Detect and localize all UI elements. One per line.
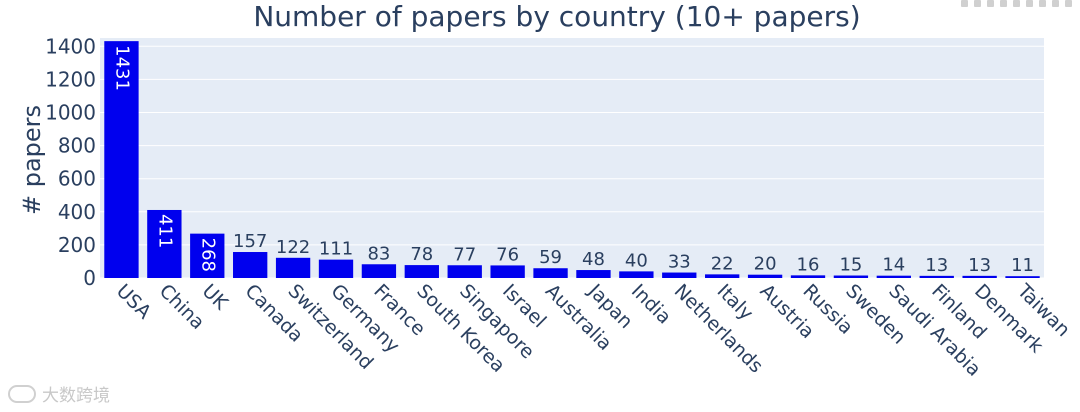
- data-label: 33: [668, 252, 691, 273]
- y-tick-label: 0: [83, 266, 96, 290]
- pan-icon[interactable]: [987, 0, 994, 7]
- data-label: 1431: [111, 45, 132, 91]
- y-tick-label: 800: [58, 134, 96, 158]
- bar: [318, 259, 354, 278]
- bar: [533, 268, 568, 278]
- x-tick-label: India: [627, 280, 676, 329]
- bar: [876, 275, 911, 278]
- plot-background: [100, 38, 1044, 278]
- y-tick-label: 400: [58, 200, 96, 224]
- chart-toolbar[interactable]: [961, 0, 1072, 10]
- zoom-out-icon[interactable]: [1039, 0, 1046, 7]
- bar: [104, 41, 139, 278]
- data-label: 40: [625, 250, 648, 271]
- x-tick-label: UK: [198, 280, 233, 315]
- data-label: 268: [197, 238, 218, 272]
- reset-axes-icon[interactable]: [1065, 0, 1072, 7]
- camera-icon[interactable]: [961, 0, 968, 7]
- bar: [919, 275, 954, 278]
- data-label: 111: [319, 239, 353, 260]
- data-label: 122: [276, 237, 310, 258]
- x-tick-label: China: [155, 280, 209, 334]
- autoscale-icon[interactable]: [1052, 0, 1059, 7]
- y-tick-label: 600: [58, 167, 96, 191]
- bar: [147, 209, 182, 278]
- y-tick-label: 1000: [45, 100, 96, 124]
- data-label: 78: [410, 244, 433, 265]
- data-label: 20: [754, 254, 777, 275]
- data-label: 83: [367, 243, 390, 264]
- bar: [1005, 276, 1040, 278]
- bar: [447, 265, 482, 278]
- bar: [233, 252, 268, 278]
- bar: [962, 275, 997, 278]
- data-label: 13: [968, 255, 991, 276]
- watermark: 大数跨境: [8, 381, 110, 406]
- data-label: 16: [797, 254, 820, 275]
- data-label: 13: [925, 255, 948, 276]
- bar: [747, 274, 783, 278]
- data-label: 11: [1011, 255, 1034, 276]
- data-label: 411: [154, 214, 175, 248]
- data-label: 15: [839, 255, 862, 276]
- bar: [361, 264, 397, 278]
- y-axis-label: # papers: [18, 105, 46, 215]
- y-tick-label: 200: [58, 233, 96, 257]
- data-label: 157: [233, 231, 267, 252]
- bar: [404, 265, 439, 278]
- logo-icon: [8, 384, 36, 403]
- bar: [619, 271, 654, 278]
- data-label: 14: [882, 255, 905, 276]
- data-label: 76: [496, 244, 519, 265]
- y-tick-label: 1400: [45, 34, 96, 58]
- bar: [833, 275, 869, 278]
- bar: [705, 274, 740, 278]
- bar: [490, 265, 525, 278]
- bar: [275, 257, 311, 278]
- data-label: 59: [539, 247, 562, 268]
- x-tick-label: USA: [112, 280, 155, 323]
- watermark-text: 大数跨境: [42, 386, 110, 406]
- bar: [576, 270, 611, 278]
- zoom-in-icon[interactable]: [1026, 0, 1033, 7]
- lasso-icon[interactable]: [1013, 0, 1020, 7]
- data-label: 48: [582, 249, 605, 270]
- zoom-icon[interactable]: [974, 0, 981, 7]
- bar: [662, 272, 697, 278]
- bar: [790, 275, 826, 278]
- data-label: 77: [453, 244, 476, 265]
- chart-title: Number of papers by country (10+ papers): [253, 0, 860, 33]
- data-label: 22: [711, 253, 734, 274]
- box-select-icon[interactable]: [1000, 0, 1007, 7]
- y-tick-label: 1200: [45, 67, 96, 91]
- bar: [190, 233, 225, 278]
